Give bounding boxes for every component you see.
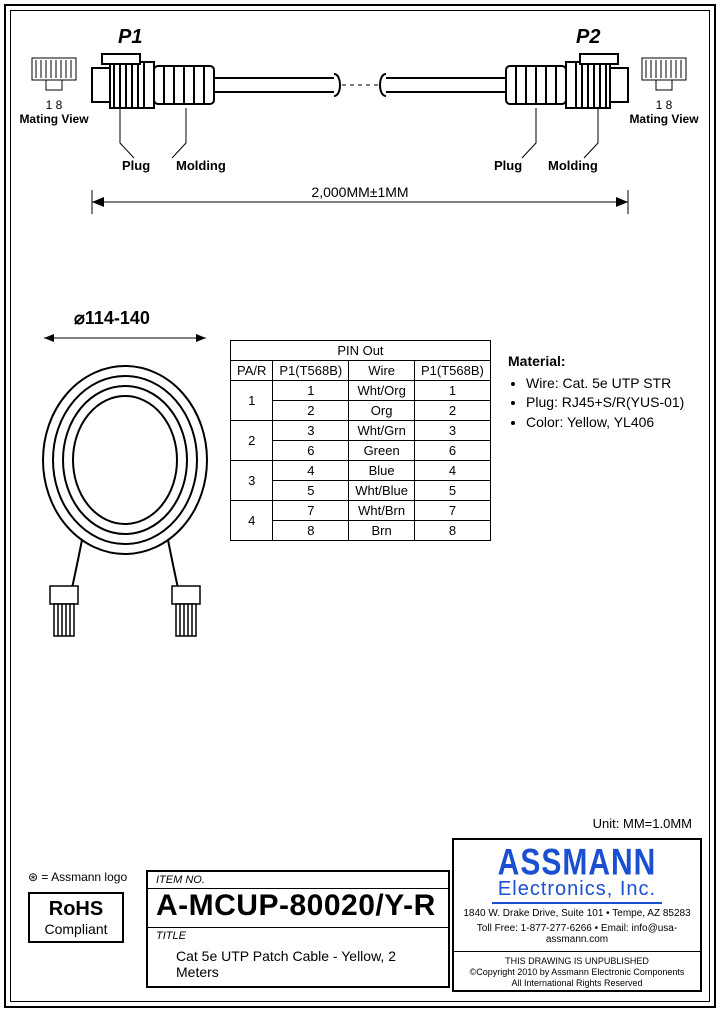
- logo-note: ⊛ = Assmann logo: [28, 870, 127, 884]
- title-label: TITLE: [148, 928, 448, 944]
- pinout-title: PIN Out: [231, 341, 491, 361]
- material-block: Material: Wire: Cat. 5e UTP STR Plug: RJ…: [508, 352, 684, 432]
- company-foot3: All International Rights Reserved: [454, 978, 700, 989]
- mating-left-text: Mating View: [18, 112, 90, 126]
- pinout-col-2: Wire: [349, 361, 415, 381]
- pinout-col-1: P1(T568B): [273, 361, 349, 381]
- mating-right-pins: 1 8: [634, 98, 694, 112]
- unit-note: Unit: MM=1.0MM: [593, 816, 692, 831]
- coil-drawing-icon: [30, 350, 220, 650]
- molding-label-right: Molding: [548, 158, 598, 173]
- material-heading: Material:: [508, 352, 684, 372]
- company-foot2: ©Copyright 2010 by Assmann Electronic Co…: [454, 967, 700, 978]
- mating-view-left-icon: [28, 54, 80, 98]
- rohs-badge: RoHS Compliant: [28, 892, 124, 943]
- rohs-line2: Compliant: [36, 921, 116, 937]
- pinout-col-3: P1(T568B): [415, 361, 491, 381]
- coil-dim-line: [40, 328, 220, 348]
- material-item-2: Color: Yellow, YL406: [526, 413, 684, 433]
- company-foot1: THIS DRAWING IS UNPUBLISHED: [454, 956, 700, 967]
- company-addr2: Toll Free: 1-877-277-6266 • Email: info@…: [454, 923, 700, 945]
- company-block: ASSMANN Electronics, Inc. 1840 W. Drake …: [452, 838, 702, 992]
- material-item-1: Plug: RJ45+S/R(YUS-01): [526, 393, 684, 413]
- molding-label-left: Molding: [176, 158, 226, 173]
- rohs-line1: RoHS: [36, 898, 116, 921]
- item-no-label: ITEM NO.: [148, 872, 448, 889]
- company-addr1: 1840 W. Drake Drive, Suite 101 • Tempe, …: [454, 908, 700, 919]
- coil-diameter-label: ⌀114-140: [74, 308, 150, 329]
- p2-label: P2: [576, 26, 600, 49]
- pinout-col-0: PA/R: [231, 361, 273, 381]
- title-value: Cat 5e UTP Patch Cable - Yellow, 2 Meter…: [148, 944, 448, 986]
- mating-left-pins: 1 8: [24, 98, 84, 112]
- mating-view-right-icon: [638, 54, 690, 98]
- item-block: ITEM NO. A-MCUP-80020/Y-R TITLE Cat 5e U…: [146, 870, 450, 988]
- company-name: ASSMANN: [454, 842, 700, 885]
- item-no-value: A-MCUP-80020/Y-R: [148, 889, 448, 928]
- pinout-table: PIN Out PA/R P1(T568B) Wire P1(T568B) 1 …: [230, 340, 491, 541]
- p1-label: P1: [118, 26, 142, 49]
- material-item-0: Wire: Cat. 5e UTP STR: [526, 374, 684, 394]
- plug-label-left: Plug: [122, 158, 150, 173]
- length-dimension: 2,000MM±1MM: [300, 184, 420, 200]
- mating-right-text: Mating View: [628, 112, 700, 126]
- plug-label-right: Plug: [494, 158, 522, 173]
